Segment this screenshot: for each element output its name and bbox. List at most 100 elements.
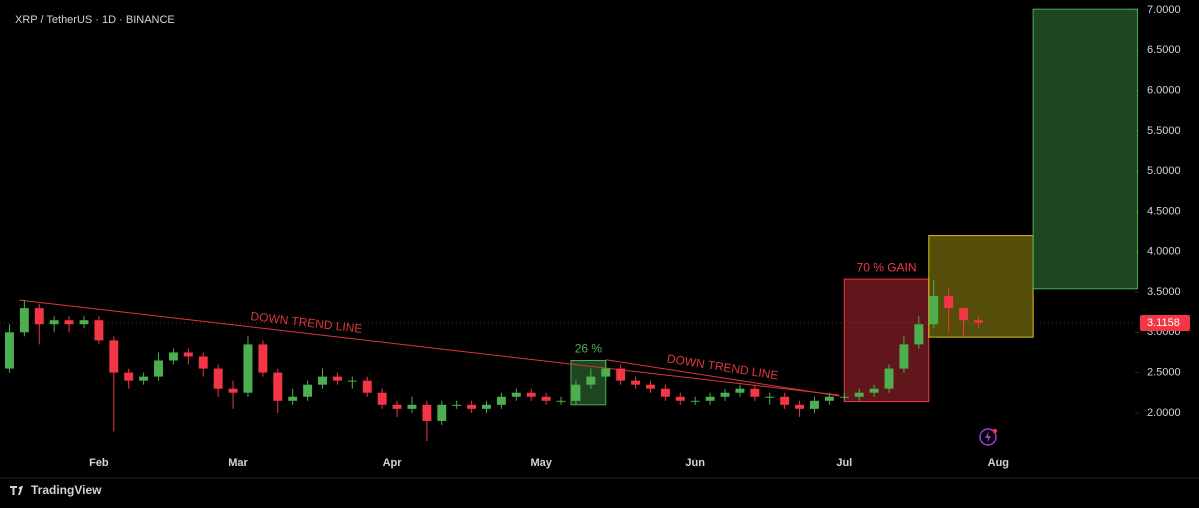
candle (318, 368, 327, 389)
candle-body (407, 404, 417, 409)
candle (556, 396, 566, 405)
candle (109, 336, 119, 432)
candle-body (109, 340, 119, 373)
candle (720, 388, 730, 401)
y-tick-label: 4.5000 (1147, 205, 1181, 217)
x-tick-label: May (530, 457, 552, 469)
candle-body (884, 368, 894, 389)
candle-body (198, 356, 208, 369)
candle (258, 340, 268, 377)
candle-body (959, 308, 969, 321)
candle-body (914, 324, 924, 345)
candle-body (586, 376, 596, 385)
candle (19, 300, 29, 337)
candle-body (64, 320, 74, 325)
candle-body (34, 308, 44, 325)
candle (496, 392, 506, 409)
candle (332, 372, 342, 385)
y-tick-label: 5.0000 (1147, 165, 1181, 177)
candle (228, 380, 238, 409)
y-tick-label: 6.0000 (1147, 84, 1181, 96)
candle-body (496, 396, 506, 405)
candle-body (318, 376, 327, 385)
candle-body (258, 344, 268, 373)
candle-body (392, 404, 402, 409)
candle-body (154, 360, 163, 377)
candle-body (467, 404, 477, 409)
candle-body (183, 352, 193, 357)
y-tick-label: 6.5000 (1147, 44, 1181, 56)
candle-body (228, 388, 238, 393)
candle-body (899, 344, 909, 369)
branding[interactable]: TradingView (31, 483, 102, 497)
candle (154, 352, 163, 381)
candle (959, 308, 969, 337)
candle-body (571, 384, 581, 401)
x-tick-label: Mar (228, 457, 248, 469)
candle (601, 360, 611, 381)
candle (869, 384, 879, 397)
candle (198, 352, 208, 377)
candle (631, 376, 641, 389)
candle-body (49, 320, 59, 325)
candle (437, 400, 447, 425)
candle-body (4, 332, 14, 369)
candle (765, 392, 775, 405)
last-price-label: 3.1158 (1147, 317, 1180, 329)
candle (452, 400, 462, 409)
measure-box (1032, 8, 1138, 290)
alert-icon[interactable] (979, 428, 998, 446)
candle (377, 388, 387, 409)
candle-body (646, 384, 655, 389)
trend-line (19, 299, 840, 396)
candle (541, 392, 551, 405)
candle-body (944, 296, 954, 309)
box-label: 26 % (575, 342, 603, 356)
candle (124, 368, 134, 389)
candle (646, 380, 655, 393)
candle-body (303, 384, 313, 397)
candle (660, 384, 670, 401)
y-tick-label: 3.5000 (1147, 286, 1181, 298)
candle (34, 304, 44, 345)
candle-body (795, 404, 805, 409)
candle-body (541, 396, 551, 401)
candle-body (824, 396, 834, 401)
candle-body (720, 392, 730, 397)
candle (168, 348, 178, 365)
candle-body (750, 388, 760, 397)
candle (362, 376, 372, 397)
candle (616, 364, 626, 385)
candle-body (511, 392, 521, 397)
candle-body (556, 400, 566, 402)
last-price-tag (1140, 314, 1190, 331)
candle (571, 380, 581, 405)
candle (690, 396, 700, 405)
candle (914, 316, 924, 349)
candle (4, 324, 14, 373)
y-tick-label: 2.5000 (1147, 366, 1181, 378)
candle (899, 336, 909, 373)
candle (854, 388, 864, 401)
candle (303, 380, 313, 401)
candle (273, 368, 283, 413)
candle (94, 316, 104, 345)
candle (675, 392, 685, 405)
candle-body (79, 320, 89, 325)
candle (511, 388, 521, 401)
candle-body (422, 404, 432, 421)
candle-body (631, 380, 641, 385)
candle-body (288, 396, 298, 401)
candle-body (124, 372, 134, 381)
candle (824, 392, 834, 405)
candle (79, 316, 89, 329)
candle-body (869, 388, 879, 393)
candle (288, 388, 298, 405)
candle-body (347, 380, 357, 382)
candle (944, 287, 954, 333)
candle (750, 384, 760, 401)
candle-body (705, 396, 715, 401)
candle-body (780, 396, 790, 405)
